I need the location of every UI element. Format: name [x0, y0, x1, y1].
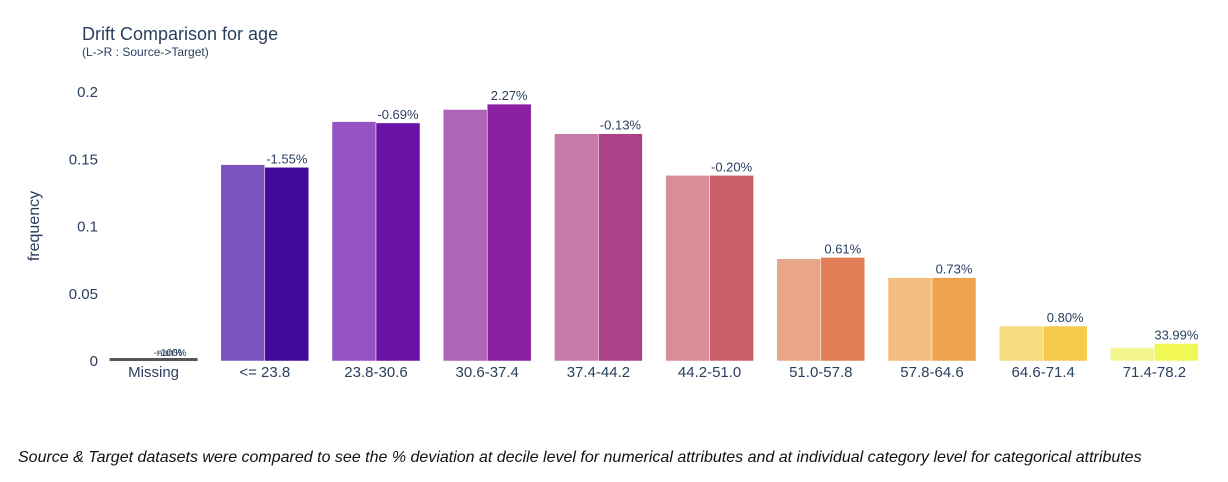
bar-source: [554, 133, 599, 362]
bar-target: [1154, 343, 1199, 362]
data-label: -0.20%: [711, 159, 753, 174]
x-tick-label: 23.8-30.6: [344, 364, 407, 381]
bar-target: [598, 133, 643, 362]
data-label: 0.80%: [1047, 310, 1084, 325]
bar-target: [1042, 325, 1088, 362]
x-tick-label: 30.6-37.4: [456, 364, 519, 381]
x-tick-label: 64.6-71.4: [1012, 364, 1075, 381]
data-label: -0.69%: [377, 107, 419, 122]
data-label: 0.61%: [824, 241, 861, 256]
data-label: 2.27%: [491, 88, 528, 103]
bar-source: [887, 277, 933, 362]
y-tick-label: 0.2: [77, 84, 98, 101]
bar-target: [709, 175, 754, 362]
bar-source-missing: [109, 358, 154, 361]
bar-target: [375, 122, 421, 362]
bar-target: [264, 167, 310, 362]
x-tick-label: 71.4-78.2: [1123, 364, 1186, 381]
bar-source: [442, 109, 488, 362]
data-label: -0.13%: [600, 118, 642, 133]
bar-target: [820, 257, 866, 362]
chart-title: Drift Comparison for age: [82, 24, 279, 44]
x-tick-label: <= 23.8: [239, 364, 290, 381]
footnote: Source & Target datasets were compared t…: [18, 449, 1142, 466]
bar-target-missing: [153, 358, 198, 361]
bar-source: [1110, 347, 1155, 362]
bar-source: [331, 121, 377, 362]
y-tick-label: 0.15: [69, 151, 98, 168]
y-tick-label: 0.05: [69, 286, 98, 303]
bar-source: [220, 164, 266, 362]
data-label: -1.55%: [266, 151, 308, 166]
y-tick-label: 0.1: [77, 219, 98, 236]
x-tick-label: 44.2-51.0: [678, 364, 741, 381]
bar-target: [486, 103, 532, 362]
data-label: 0.73%: [936, 262, 973, 277]
y-tick-label: 0: [90, 353, 98, 370]
bar-chart: 0 0.05 0.1 0.15 0.2 -nan%-100% Missing -1.55% <=…: [69, 84, 1199, 381]
x-tick-label: Missing: [128, 364, 179, 381]
bar-source: [998, 325, 1044, 362]
data-label: 33.99%: [1154, 328, 1199, 343]
x-tick-label: 57.8-64.6: [900, 364, 963, 381]
data-label: -nan%: [154, 348, 183, 359]
bar-source: [776, 258, 822, 362]
x-tick-label: 51.0-57.8: [789, 364, 852, 381]
bar-source: [665, 175, 710, 362]
chart-subtitle: (L->R : Source->Target): [82, 45, 209, 59]
data-label-overlay: -100%: [158, 348, 187, 359]
x-tick-label: 37.4-44.2: [567, 364, 630, 381]
bar-target: [931, 277, 977, 362]
